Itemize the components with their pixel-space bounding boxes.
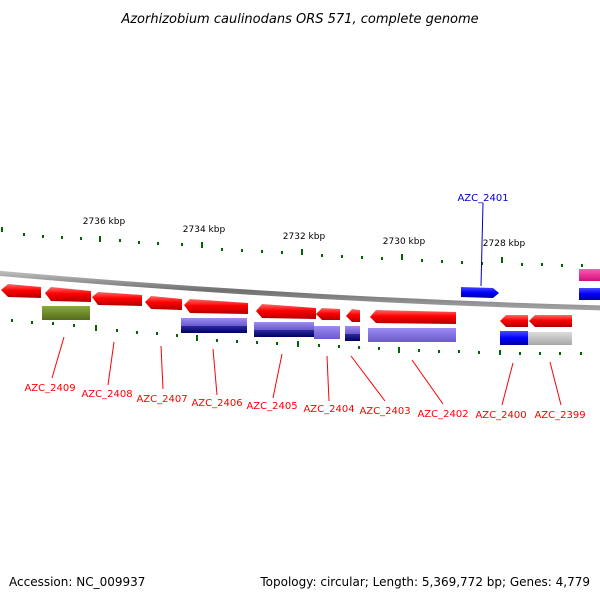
gene-label-AZC_2404[interactable]: AZC_2404 <box>303 404 354 415</box>
gene-label-AZC_2408[interactable]: AZC_2408 <box>81 389 132 400</box>
cog-track <box>42 306 572 345</box>
cog-box-AZC_2406-a <box>181 318 247 326</box>
cog-box-AZC_2403-b <box>345 334 360 341</box>
gene-label-AZC_2406[interactable]: AZC_2406 <box>191 398 242 409</box>
gene-AZC_2401[interactable] <box>461 287 499 298</box>
cog-box-AZC_2399 <box>528 332 572 345</box>
cog-box-AZC_2405-b <box>254 330 314 337</box>
cog-box-AZC_2405-a <box>254 322 314 330</box>
gene-label-AZC_2409[interactable]: AZC_2409 <box>24 383 75 394</box>
gene-label-AZC_2399[interactable]: AZC_2399 <box>534 410 585 421</box>
gene-AZC_2402[interactable] <box>370 310 456 324</box>
forward-strand-genes <box>461 269 600 300</box>
leader-lines <box>51 202 562 406</box>
gene-AZC_2399[interactable] <box>529 315 572 327</box>
cog-box-AZC_2409 <box>42 306 90 320</box>
gene-label-AZC_2402[interactable]: AZC_2402 <box>417 409 468 420</box>
gene-AZC_2404[interactable] <box>316 308 340 320</box>
gene-label-AZC_2401[interactable]: AZC_2401 <box>457 193 508 204</box>
cog-box-AZC_2403-a <box>345 326 360 334</box>
scale-label-2736: 2736 kbp <box>83 217 126 227</box>
page-title: Azorhizobium caulinodans ORS 571, comple… <box>120 12 478 27</box>
gene-label-AZC_2403[interactable]: AZC_2403 <box>359 406 410 417</box>
gene-AZC_2409[interactable] <box>45 287 91 302</box>
gene-AZC_2403[interactable] <box>346 309 360 322</box>
scale-label-2732: 2732 kbp <box>283 232 326 242</box>
gene-AZC_2406[interactable] <box>184 299 248 314</box>
reverse-strand-genes <box>1 284 572 327</box>
scale-label-2730: 2730 kbp <box>383 237 426 247</box>
gene-label-AZC_2405[interactable]: AZC_2405 <box>246 401 297 412</box>
gene-AZC_2407[interactable] <box>145 296 182 310</box>
gene-AZC_2400[interactable] <box>500 315 528 327</box>
topology-text: Topology: circular; Length: 5,369,772 bp… <box>259 575 590 589</box>
scale-label-2728: 2728 kbp <box>483 239 526 249</box>
genome-backbone <box>0 270 600 311</box>
cog-box-AZC_2402 <box>368 328 456 342</box>
cog-box-AZC_2400 <box>500 331 528 345</box>
gene-label-AZC_2407[interactable]: AZC_2407 <box>136 394 187 405</box>
gene-label-AZC_2400[interactable]: AZC_2400 <box>475 410 526 421</box>
scale-label-2734: 2734 kbp <box>183 225 226 235</box>
gene-partial-right-upper[interactable] <box>579 269 600 281</box>
accession-text: Accession: NC_009937 <box>9 575 145 589</box>
gene-AZC_2409-partial[interactable] <box>1 284 41 298</box>
cog-box-AZC_2404 <box>314 326 340 339</box>
gene-AZC_2405[interactable] <box>256 304 316 319</box>
gene-AZC_2408[interactable] <box>92 292 142 306</box>
gene-partial-right-lower[interactable] <box>579 288 600 300</box>
cog-box-AZC_2406-b <box>181 326 247 333</box>
lower-scale-track <box>11 319 582 355</box>
upper-scale-track <box>1 227 583 267</box>
